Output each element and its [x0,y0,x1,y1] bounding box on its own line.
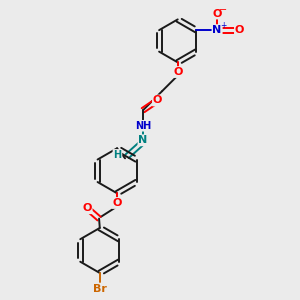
Text: O: O [82,203,92,213]
Text: O: O [112,198,122,208]
Text: O: O [153,95,162,106]
Text: N: N [212,25,222,35]
Text: −: − [219,5,227,15]
Text: O: O [235,25,244,35]
Text: H: H [113,150,122,160]
Text: NH: NH [135,121,151,131]
Text: O: O [173,67,182,77]
Text: N: N [138,135,148,145]
Text: O: O [212,8,222,19]
Text: +: + [220,21,226,30]
Text: Br: Br [93,284,107,294]
